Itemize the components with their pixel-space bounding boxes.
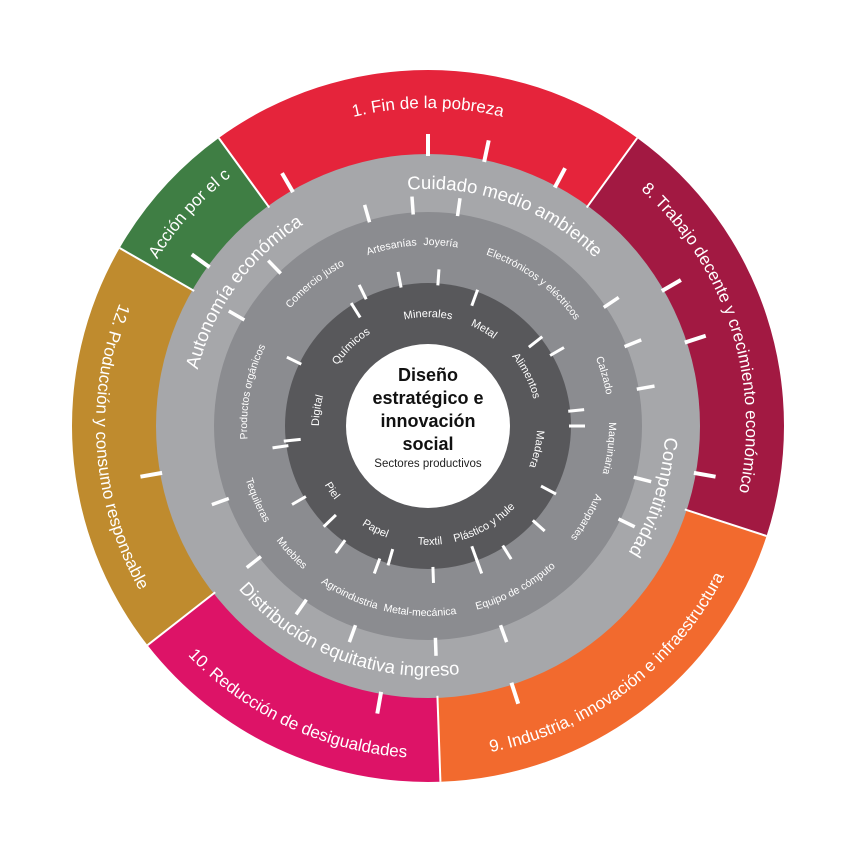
sector-tick-15 [286,355,302,366]
pillar-tick-10 [433,637,438,656]
center-title-line-1: Diseño [398,365,458,385]
sdg-notch-6 [693,470,716,479]
sector-tick-10 [431,566,435,583]
sdg-divider-6 [119,247,195,292]
sector-label-2: Joyería [423,236,459,250]
product-label-9: Digital [310,393,326,426]
sector-tick-12 [334,539,347,554]
sdg-segment-6 [119,137,270,291]
sdg-notch-8 [375,691,384,714]
product-tick-7 [322,513,337,528]
pillar-tick-13 [245,555,263,569]
pillar-tick-8 [617,517,636,529]
pillar-tick-3 [455,197,462,217]
sdg-notch-3 [552,167,567,189]
sdg-notch-2 [482,139,491,163]
sector-tick-8 [501,544,513,560]
sector-tick-14 [272,444,289,450]
pillar-tick-5 [623,338,642,349]
sector-tick-3 [436,269,441,286]
sdg-segment-4 [147,592,441,782]
center-text: Diseño estratégico e innovación social S… [372,365,483,470]
pillar-tick-11 [347,624,358,643]
sdg-notch-9 [140,470,163,479]
center-subtitle: Sectores productivos [374,458,482,470]
pillar-tick-14 [211,496,230,507]
sdg-segment-3 [437,509,767,782]
sdg-divider-1 [217,137,271,209]
sdg-notch-11 [280,172,295,194]
sector-tick-2 [396,271,403,288]
pillar-tick-6 [636,384,655,391]
product-tick-8 [283,437,301,443]
product-tick-2 [470,289,479,307]
sdg-ring [71,70,785,782]
sector-tick-7 [531,519,546,533]
center-title-line-3: innovación [380,411,475,431]
center-circle [346,344,510,508]
product-tick-3 [527,335,544,349]
sector-tick-13 [291,495,307,506]
pillar-tick-1 [362,204,372,223]
pillar-tick-16 [266,259,282,275]
sdg-segment-5 [71,248,216,646]
product-tick-6 [386,548,395,566]
sdg-notch-4 [660,278,682,293]
pillar-tick-4 [602,295,620,309]
pillar-tick-12 [294,598,308,616]
sdg-notch-5 [684,333,707,345]
product-tick-4 [540,484,557,496]
product-label-1: Minerales [403,308,454,323]
product-tick-1 [349,302,362,319]
sdg-divider-4 [436,695,442,782]
sector-tick-11 [372,557,382,575]
product-tick-5 [470,545,479,563]
sdg-divider-5 [146,591,216,646]
sdg-notch-7 [509,682,521,705]
product-label-6: Textil [417,535,443,548]
pillar-tick-7 [633,475,652,484]
pillar-tick-2 [410,196,415,215]
sdg-divider-2 [585,137,639,209]
pillar-tick-9 [498,624,509,643]
center-title-line-4: social [402,434,453,454]
sdg-notch-10 [190,252,211,269]
center-title-line-2: estratégico e [372,388,483,408]
pillar-tick-15 [227,309,246,322]
sector-tick-4 [549,346,565,357]
sector-tick-5 [568,408,585,413]
sdg-divider-3 [684,508,767,537]
sector-tick-1 [357,284,368,300]
ring-dividers [119,134,767,782]
sdg-segment-2 [586,137,785,537]
